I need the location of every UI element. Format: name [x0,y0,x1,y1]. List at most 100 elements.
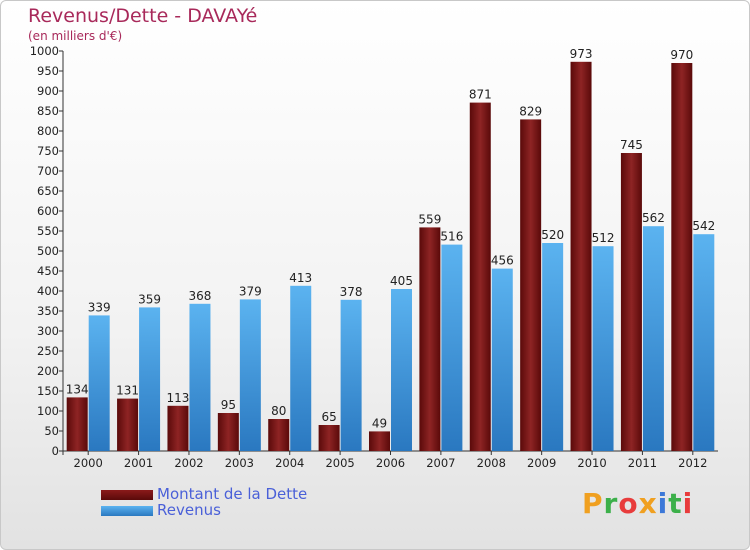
logo-letter: r [603,487,619,520]
x-tick-label: 2012 [678,456,707,470]
y-tick-label: 50 [44,424,59,438]
y-tick-label: 550 [37,224,59,238]
x-tick-label: 2007 [426,456,455,470]
bar-label-revenus: 456 [491,254,514,268]
bar-revenus [441,244,463,451]
bar-revenus [340,299,362,451]
labels-layer: 134 339 131 359 113 368 95 379 80 413 65 378 49 405 55… [66,47,716,431]
bar-dette [268,419,290,451]
logo-letter: i [682,487,694,520]
bar-dette [620,153,642,451]
bar-dette [66,397,88,451]
bar-label-revenus: 405 [390,274,413,288]
x-tick-label: 2002 [174,456,203,470]
bar-label-revenus: 413 [289,271,312,285]
bar-label-revenus: 378 [340,285,363,299]
y-tick-label: 250 [37,344,59,358]
bar-label-dette: 134 [66,382,89,396]
bar-dette [419,227,441,451]
bar-label-dette: 829 [519,104,542,118]
bar-revenus [189,303,211,451]
bar-label-dette: 970 [670,48,693,62]
bar-label-revenus: 542 [692,219,715,233]
bar-label-dette: 131 [116,384,139,398]
y-tick-label: 600 [37,204,59,218]
y-tick-label: 350 [37,304,59,318]
y-tick-label: 850 [37,104,59,118]
y-tick-label: 700 [37,164,59,178]
bar-dette [167,405,189,451]
bar-dette [570,61,592,452]
y-tick-label: 900 [37,84,59,98]
chart-subtitle: (en milliers d'€) [28,29,123,43]
logo-letter: P [582,487,604,520]
proxiti-logo: Proxiti [582,487,693,520]
y-tick-label: 450 [37,264,59,278]
bar-label-revenus: 562 [642,211,665,225]
bars-layer [66,61,715,452]
legend-swatch-revenus [101,506,153,516]
bar-label-dette: 65 [321,410,336,424]
x-tick-label: 2004 [275,456,304,470]
x-tick-label: 2003 [225,456,254,470]
x-tick-label: 2011 [628,456,657,470]
y-tick-label: 800 [37,124,59,138]
bar-label-revenus: 520 [541,228,564,242]
x-tick-label: 2008 [477,456,506,470]
y-tick-label: 750 [37,144,59,158]
legend-label-dette: Montant de la Dette [157,485,308,503]
bar-label-dette: 973 [570,47,593,61]
bar-label-dette: 745 [620,138,643,152]
bar-revenus [693,234,715,451]
y-tick-label: 0 [52,444,59,458]
bar-label-dette: 95 [221,398,236,412]
logo-letter: i [657,487,669,520]
y-tick-label: 950 [37,64,59,78]
bar-revenus [592,246,614,451]
bar-label-revenus: 379 [239,284,262,298]
bar-label-dette: 49 [372,416,387,430]
bar-label-revenus: 359 [138,292,161,306]
chart-title: Revenus/Dette - DAVAYé [28,5,258,27]
bar-label-revenus: 516 [440,230,463,244]
bar-label-dette: 871 [469,88,492,102]
bar-dette [469,102,491,451]
y-tick-label: 500 [37,244,59,258]
bar-label-dette: 559 [418,212,441,226]
bar-revenus [542,243,564,451]
bar-label-revenus: 368 [189,289,212,303]
y-tick-label: 150 [37,384,59,398]
bar-dette [369,431,390,451]
bar-revenus [88,315,110,451]
bar-revenus [491,268,513,451]
y-tick-label: 650 [37,184,59,198]
bar-dette [671,63,693,451]
bar-label-revenus: 339 [88,300,111,314]
bar-revenus [239,299,261,451]
y-tick-label: 300 [37,324,59,338]
bar-label-dette: 113 [167,391,190,405]
y-tick-label: 1000 [30,44,59,58]
y-tick-label: 400 [37,284,59,298]
y-tick-label: 200 [37,364,59,378]
x-tick-label: 2001 [124,456,153,470]
y-tick-label: 100 [37,404,59,418]
legend-label-revenus: Revenus [157,501,221,519]
logo-letter: t [668,487,683,520]
bar-dette [217,413,239,451]
bar-dette [520,119,542,452]
bar-label-dette: 80 [271,404,286,418]
x-tick-label: 2009 [527,456,556,470]
bar-revenus [391,289,412,451]
x-tick-label: 2005 [325,456,354,470]
x-tick-label: 2010 [577,456,606,470]
bar-dette [117,398,139,451]
bar-revenus [290,285,312,451]
bar-dette [318,425,340,451]
logo-letter: x [638,487,658,520]
logo-letter: o [618,487,639,520]
bar-label-revenus: 512 [592,231,615,245]
x-tick-label: 2000 [74,456,103,470]
